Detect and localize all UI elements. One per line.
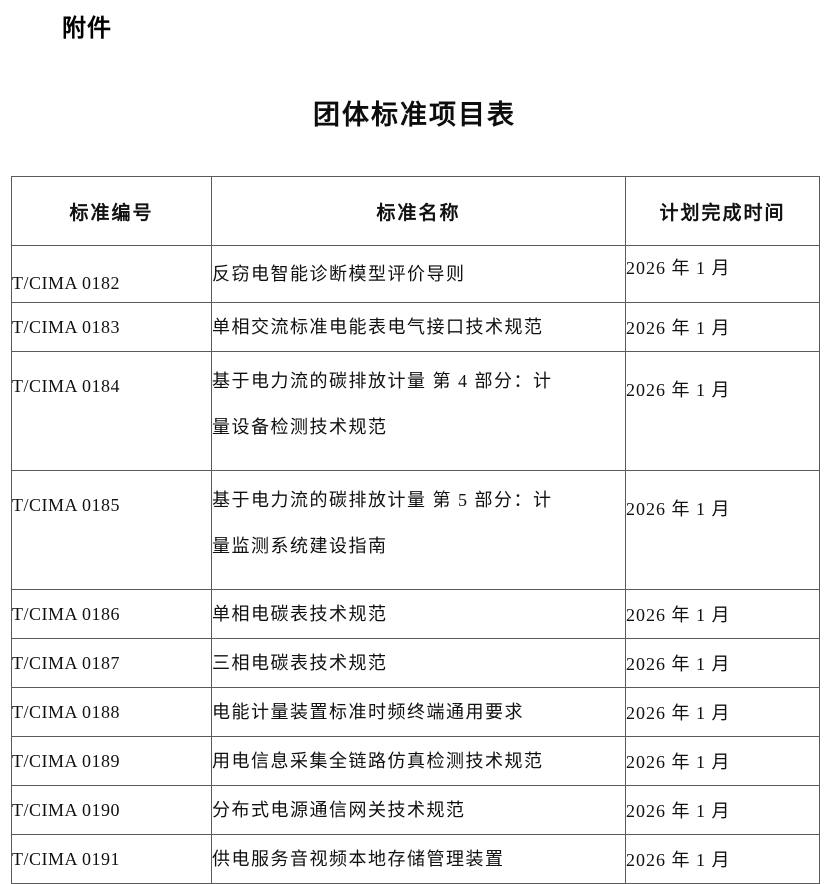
table-header-row: 标准编号 标准名称 计划完成时间: [11, 176, 820, 246]
cell-completion-date: 2026 年 1 月: [625, 351, 820, 471]
cell-standard-name: 三相电碳表技术规范: [211, 638, 626, 688]
table-row: T/CIMA 0184 基于电力流的碳排放计量 第 4 部分：计 量设备检测技术规范…: [11, 351, 820, 471]
standard-name-line: 用电信息采集全链路仿真检测技术规范: [212, 751, 544, 771]
standard-name-line: 量设备检测技术规范: [212, 417, 388, 437]
cell-standard-code: T/CIMA 0184: [11, 351, 212, 471]
table-row: T/CIMA 0187 三相电碳表技术规范 2026 年 1 月: [11, 638, 820, 688]
cell-standard-name: 基于电力流的碳排放计量 第 4 部分：计 量设备检测技术规范: [211, 351, 626, 471]
standard-name-line: 量监测系统建设指南: [212, 536, 388, 556]
cell-standard-name: 分布式电源通信网关技术规范: [211, 785, 626, 835]
cell-standard-code: T/CIMA 0190: [11, 785, 212, 835]
cell-standard-name: 基于电力流的碳排放计量 第 5 部分：计 量监测系统建设指南: [211, 470, 626, 590]
cell-standard-name: 反窃电智能诊断模型评价导则: [211, 245, 626, 303]
standards-table-wrapper: 标准编号 标准名称 计划完成时间 T/CIMA 0182 反窃电智能诊断模型评价导…: [11, 176, 820, 884]
standard-name-line: 单相交流标准电能表电气接口技术规范: [212, 317, 544, 337]
table-row: T/CIMA 0188 电能计量装置标准时频终端通用要求 2026 年 1 月: [11, 687, 820, 737]
standard-name-line: 单相电碳表技术规范: [212, 604, 388, 624]
standard-name-line: 反窃电智能诊断模型评价导则: [212, 264, 466, 284]
standard-name-line: 基于电力流的碳排放计量 第 4 部分：计: [212, 371, 553, 391]
cell-completion-date: 2026 年 1 月: [625, 589, 820, 639]
cell-completion-date: 2026 年 1 月: [625, 245, 820, 303]
cell-standard-code: T/CIMA 0189: [11, 736, 212, 786]
cell-standard-name: 供电服务音视频本地存储管理装置: [211, 834, 626, 884]
page-title: 团体标准项目表: [313, 100, 516, 130]
standard-name-line: 分布式电源通信网关技术规范: [212, 800, 466, 820]
standard-name-line: 供电服务音视频本地存储管理装置: [212, 849, 505, 869]
table-row: T/CIMA 0186 单相电碳表技术规范 2026 年 1 月: [11, 589, 820, 639]
cell-completion-date: 2026 年 1 月: [625, 785, 820, 835]
cell-standard-name: 电能计量装置标准时频终端通用要求: [211, 687, 626, 737]
column-header-code: 标准编号: [11, 176, 212, 246]
table-row: T/CIMA 0183 单相交流标准电能表电气接口技术规范 2026 年 1 月: [11, 302, 820, 352]
document-page: 附件 团体标准项目表 标准编号 标准名称 计划完成时间 T/CIMA 0182 反…: [11, 14, 820, 884]
cell-completion-date: 2026 年 1 月: [625, 687, 820, 737]
cell-standard-code: T/CIMA 0191: [11, 834, 212, 884]
table-row: T/CIMA 0190 分布式电源通信网关技术规范 2026 年 1 月: [11, 785, 820, 835]
cell-standard-code: T/CIMA 0185: [11, 470, 212, 590]
table-row: T/CIMA 0185 基于电力流的碳排放计量 第 5 部分：计 量监测系统建设指南…: [11, 470, 820, 590]
cell-standard-code: T/CIMA 0186: [11, 589, 212, 639]
cell-completion-date: 2026 年 1 月: [625, 736, 820, 786]
table-row: T/CIMA 0189 用电信息采集全链路仿真检测技术规范 2026 年 1 月: [11, 736, 820, 786]
cell-standard-name: 用电信息采集全链路仿真检测技术规范: [211, 736, 626, 786]
cell-completion-date: 2026 年 1 月: [625, 470, 820, 590]
cell-completion-date: 2026 年 1 月: [625, 302, 820, 352]
standard-name-line: 基于电力流的碳排放计量 第 5 部分：计: [212, 490, 553, 510]
table-row: T/CIMA 0182 反窃电智能诊断模型评价导则 2026 年 1 月: [11, 245, 820, 303]
attachment-label: 附件: [62, 14, 112, 42]
cell-standard-name: 单相电碳表技术规范: [211, 589, 626, 639]
cell-standard-code: T/CIMA 0187: [11, 638, 212, 688]
standard-name-line: 电能计量装置标准时频终端通用要求: [212, 702, 524, 722]
column-header-name: 标准名称: [211, 176, 626, 246]
cell-standard-code: T/CIMA 0183: [11, 302, 212, 352]
standard-name-line: 三相电碳表技术规范: [212, 653, 388, 673]
table-body: T/CIMA 0182 反窃电智能诊断模型评价导则 2026 年 1 月 T/CIMA…: [11, 245, 820, 884]
column-header-date: 计划完成时间: [625, 176, 820, 246]
cell-completion-date: 2026 年 1 月: [625, 834, 820, 884]
cell-standard-code: T/CIMA 0188: [11, 687, 212, 737]
cell-standard-code: T/CIMA 0182: [11, 245, 212, 303]
table-row: T/CIMA 0191 供电服务音视频本地存储管理装置 2026 年 1 月: [11, 834, 820, 884]
standards-table: 标准编号 标准名称 计划完成时间 T/CIMA 0182 反窃电智能诊断模型评价导…: [11, 176, 820, 884]
cell-standard-name: 单相交流标准电能表电气接口技术规范: [211, 302, 626, 352]
cell-completion-date: 2026 年 1 月: [625, 638, 820, 688]
